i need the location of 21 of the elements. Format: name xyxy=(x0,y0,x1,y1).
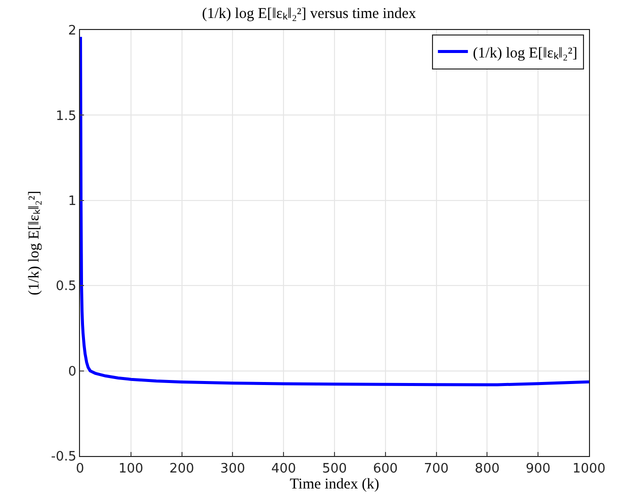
x-tick-label: 700 xyxy=(424,462,449,477)
legend-label: (1/k) log E[‖εₖ‖₂²] xyxy=(472,45,578,62)
x-tick-label: 200 xyxy=(169,462,194,477)
y-tick-label: 0.5 xyxy=(56,279,76,294)
x-tick-label: 600 xyxy=(372,462,398,477)
x-tick-label: 1000 xyxy=(572,462,606,477)
x-tick-label: 800 xyxy=(474,462,500,477)
chart-title: (1/k) log E[‖εₖ‖₂²] versus time index xyxy=(202,6,416,22)
y-tick-label: 0 xyxy=(68,364,76,380)
y-tick-label: 1 xyxy=(68,194,76,209)
line-series xyxy=(80,35,589,386)
x-tick-label: 500 xyxy=(322,462,347,477)
x-tick-label: 100 xyxy=(118,462,144,477)
x-axis-title: Time index (k) xyxy=(290,476,380,493)
y-tick-label: -0.5 xyxy=(51,450,76,465)
y-tick-label: 1.5 xyxy=(56,108,76,124)
x-tick-label: 300 xyxy=(220,462,246,477)
x-tick-label: 900 xyxy=(526,462,551,477)
y-tick-label: 2 xyxy=(68,24,76,39)
y-axis-title: (1/k) log E[‖εₖ‖₂²] xyxy=(26,190,42,296)
x-tick-label: 400 xyxy=(271,462,296,477)
